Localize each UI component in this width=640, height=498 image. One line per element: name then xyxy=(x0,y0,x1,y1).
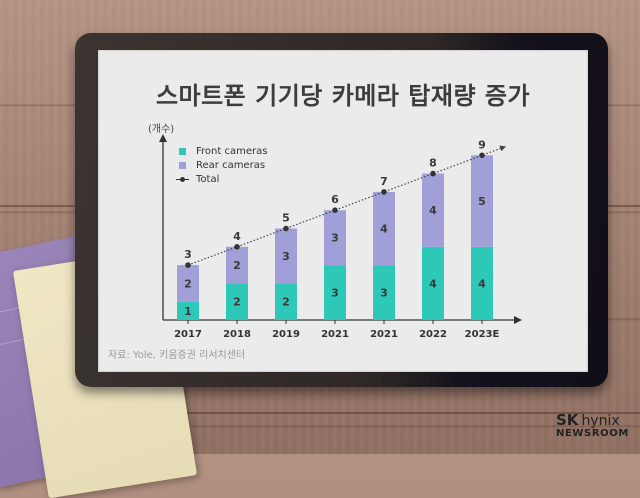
brand-hynix: hynix xyxy=(581,413,620,429)
bars: 1 2 2 2 2 3 3 3 3 4 4 4 4 5 xyxy=(177,155,493,320)
bar-segment-rear xyxy=(324,210,346,266)
total-point xyxy=(430,170,436,177)
legend-label: Front cameras xyxy=(196,145,268,157)
y-axis-unit-label: (개수) xyxy=(148,124,175,135)
total-value-label: 4 xyxy=(233,230,241,243)
total-value-label: 7 xyxy=(380,175,388,188)
sk-hynix-logo: SK hynix NEWSROOM xyxy=(556,410,629,439)
trend-arrow-icon xyxy=(499,145,506,152)
chart-legend: Front cameras Rear cameras Total xyxy=(176,144,267,186)
x-tick-label: 2022 xyxy=(419,329,447,340)
total-value-label: 5 xyxy=(282,212,290,225)
bar-segment-front xyxy=(471,246,493,320)
bar-segment-front xyxy=(373,265,395,320)
x-tick-label: 2017 xyxy=(174,329,202,340)
front-swatch-icon xyxy=(179,147,186,155)
total-value-label: 6 xyxy=(331,193,339,206)
x-tick-label: 2021 xyxy=(370,329,398,340)
front-value-label: 2 xyxy=(233,296,241,309)
total-value-label: 9 xyxy=(478,138,486,151)
total-trend-line: 3 4 5 6 7 8 9 xyxy=(184,138,507,268)
chart-title: 스마트폰 기기당 카메라 탑재량 증가 xyxy=(155,82,531,110)
rear-value-label: 2 xyxy=(184,277,192,290)
bar-segment-front xyxy=(422,246,444,320)
rear-value-label: 3 xyxy=(282,250,290,263)
bar-segment-rear xyxy=(373,191,395,266)
total-point xyxy=(185,262,191,268)
source-note: 자료: Yole, 키움증권 리서치센터 xyxy=(108,350,246,361)
x-axis-labels: 2017 2018 2019 2021 2021 2022 2023E xyxy=(174,329,499,340)
legend-item-rear: Rear cameras xyxy=(176,158,267,172)
x-tick-label: 2019 xyxy=(272,329,300,340)
x-tick-label: 2023E xyxy=(465,329,500,340)
x-tick-label: 2021 xyxy=(321,329,349,340)
bar-segment-rear xyxy=(226,246,248,284)
x-tick-label: 2018 xyxy=(223,329,251,340)
total-dotted-line xyxy=(187,145,507,266)
total-value-label: 8 xyxy=(429,157,437,170)
front-value-label: 3 xyxy=(380,287,388,300)
total-point xyxy=(234,244,240,250)
bar-segment-rear xyxy=(471,155,493,247)
x-axis-arrow-icon xyxy=(514,316,522,324)
legend-item-total: Total xyxy=(176,172,267,186)
line-dot-icon xyxy=(176,176,189,183)
bar-segment-rear xyxy=(422,173,444,247)
total-point xyxy=(381,189,387,195)
front-value-label: 1 xyxy=(184,305,192,318)
front-value-label: 4 xyxy=(429,277,437,290)
legend-label: Rear cameras xyxy=(196,159,266,171)
rear-value-label: 5 xyxy=(478,195,486,208)
plank-divider xyxy=(0,412,640,414)
bar-segment-rear xyxy=(177,265,199,302)
rear-swatch-icon xyxy=(179,161,186,169)
bar-segment-front xyxy=(226,283,248,320)
brand-newsroom: NEWSROOM xyxy=(556,428,629,439)
brand-sk: SK xyxy=(556,411,579,429)
tablet-frame: 스마트폰 기기당 카메라 탑재량 증가 (개수) Front cameras R… xyxy=(75,33,608,387)
y-axis-arrow-icon xyxy=(159,134,167,142)
total-value-label: 3 xyxy=(184,248,192,261)
tablet-screen: 스마트폰 기기당 카메라 탑재량 증가 (개수) Front cameras R… xyxy=(98,50,588,372)
legend-label: Total xyxy=(196,173,220,185)
bar-segment-rear xyxy=(275,228,297,284)
rear-value-label: 4 xyxy=(380,223,388,236)
front-value-label: 4 xyxy=(478,277,486,290)
legend-item-front: Front cameras xyxy=(176,144,267,158)
rear-value-label: 2 xyxy=(233,259,241,272)
front-value-label: 3 xyxy=(331,287,339,300)
bar-segment-front xyxy=(177,301,199,320)
bar-segment-front xyxy=(275,283,297,320)
bar-segment-front xyxy=(324,265,346,320)
total-point xyxy=(283,225,289,232)
rear-value-label: 3 xyxy=(331,232,339,245)
total-point xyxy=(479,152,485,159)
total-point xyxy=(332,207,338,213)
front-value-label: 2 xyxy=(282,296,290,309)
rear-value-label: 4 xyxy=(429,204,437,217)
